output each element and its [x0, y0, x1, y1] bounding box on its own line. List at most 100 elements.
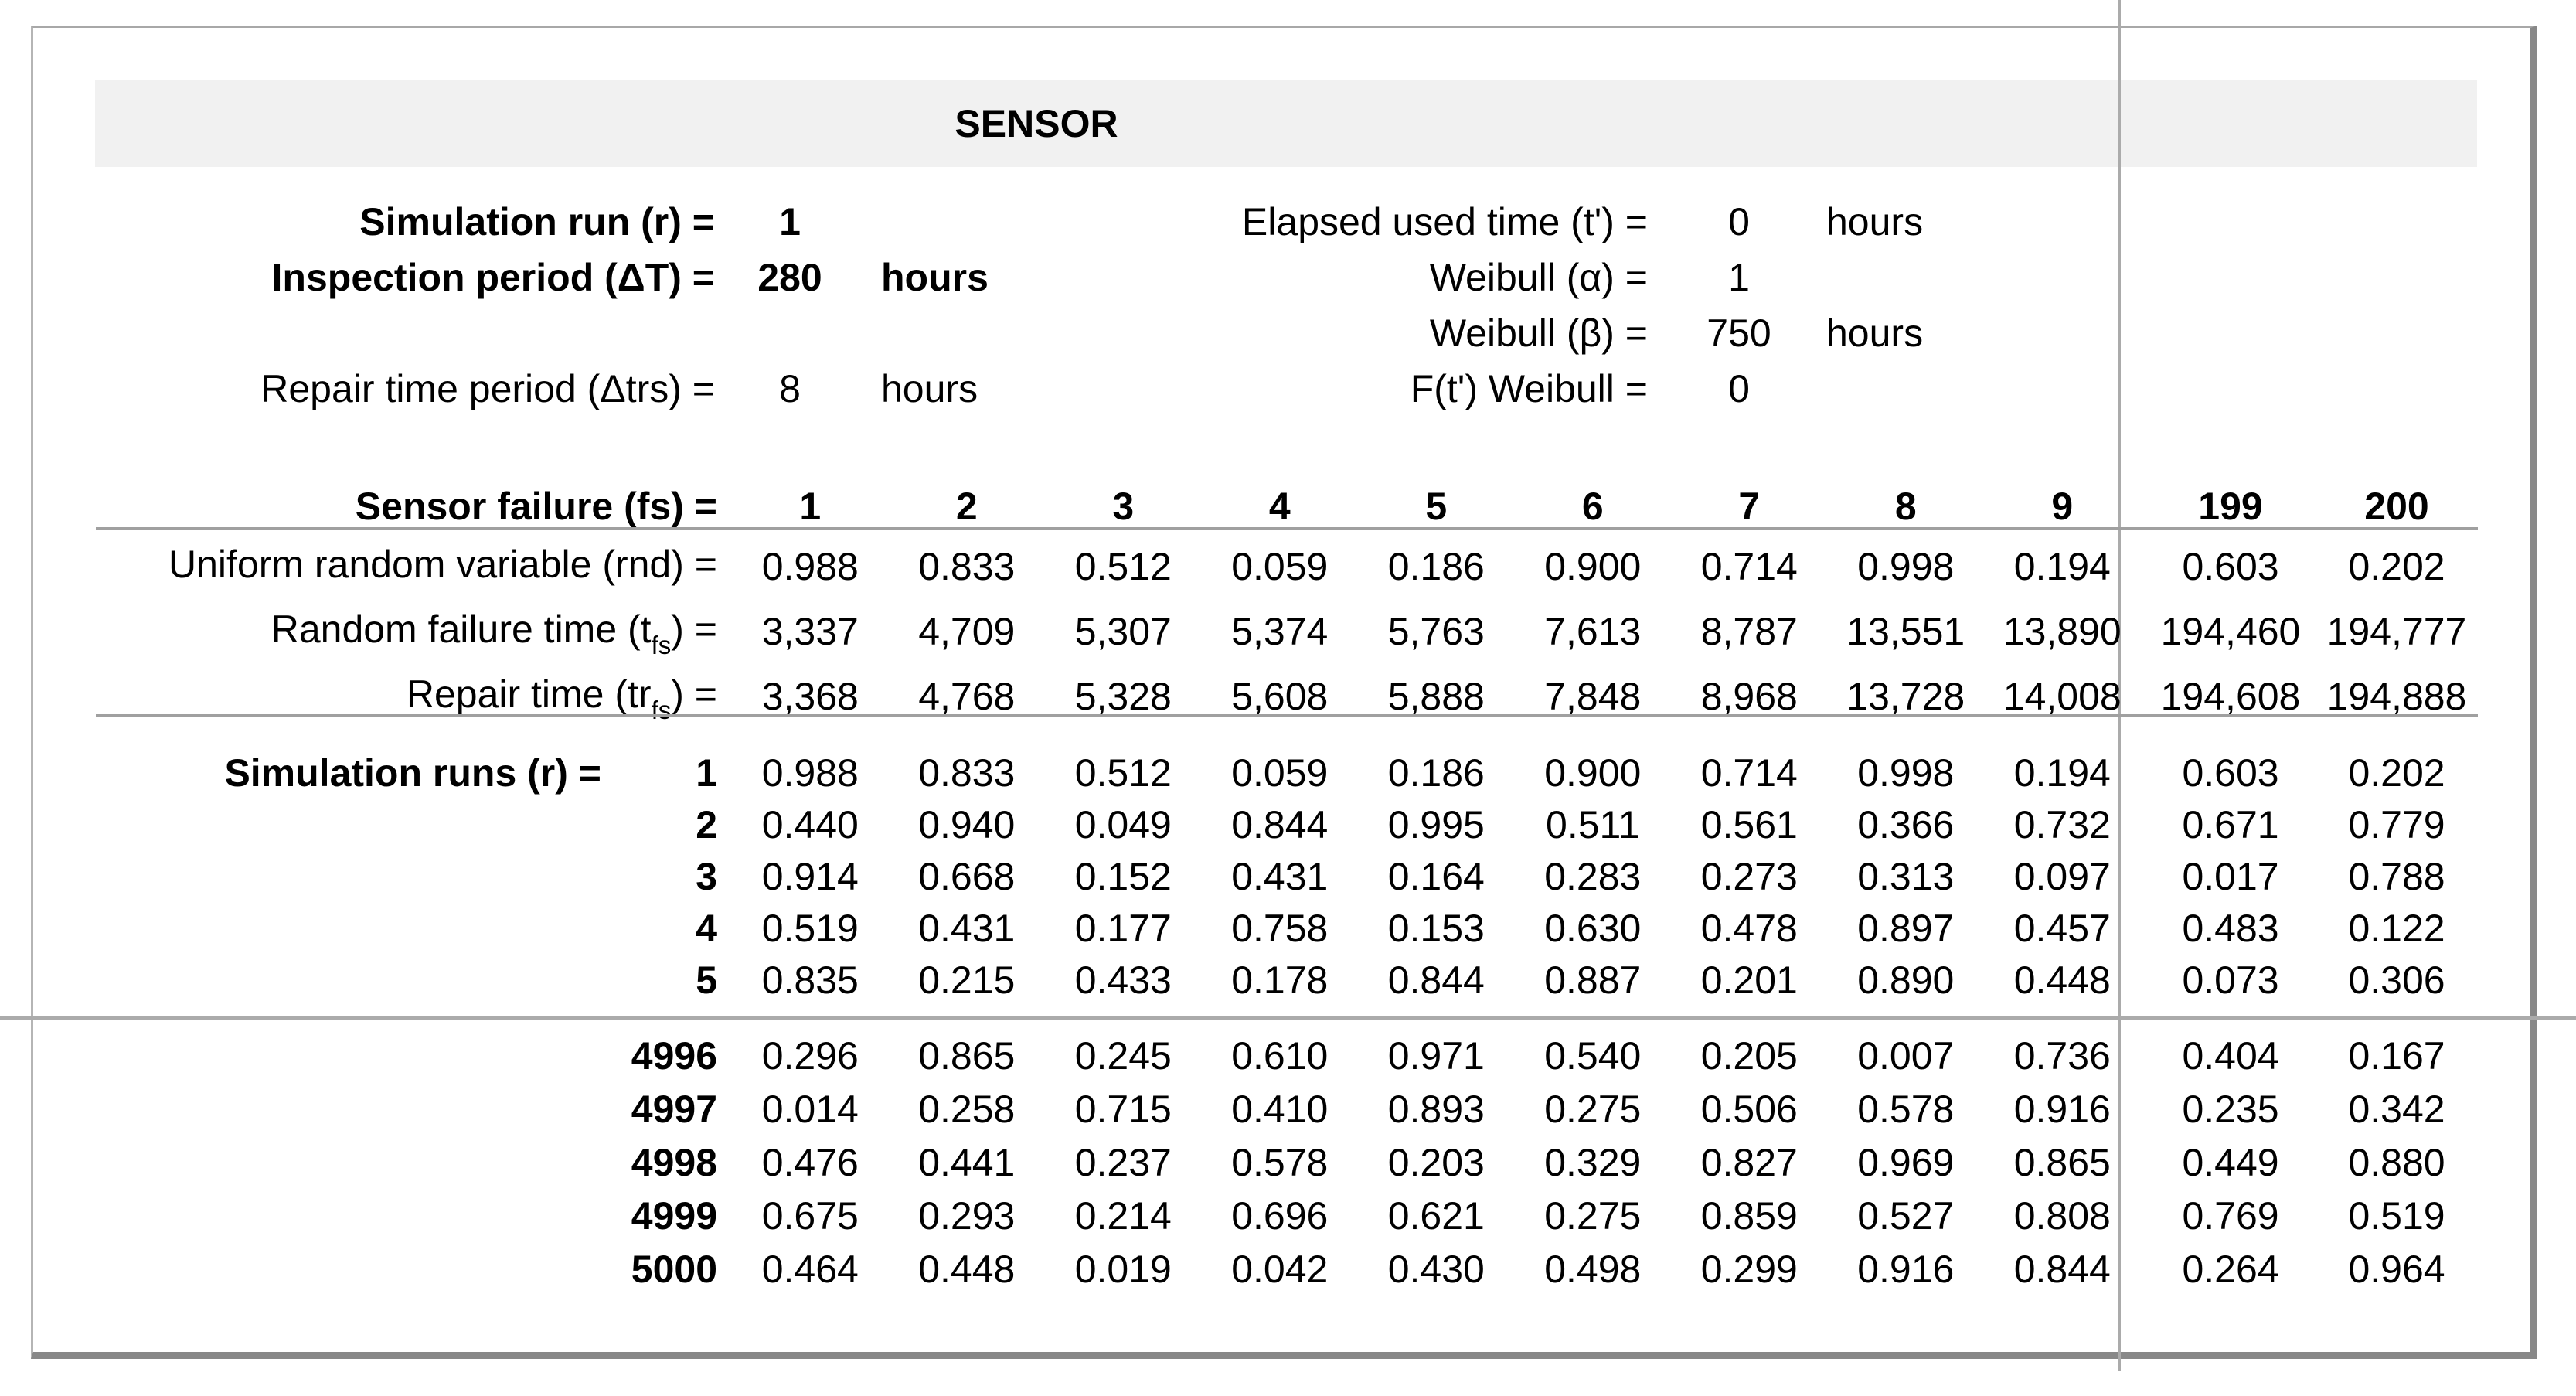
cell[interactable]: 0.457: [2013, 906, 2111, 950]
cell[interactable]: 0.007: [1857, 1033, 1955, 1078]
cell[interactable]: 0.900: [1544, 751, 1642, 795]
cell[interactable]: 0.205: [1700, 1033, 1798, 1078]
cell[interactable]: 194,460: [2160, 610, 2301, 653]
cell[interactable]: 0.299: [1700, 1247, 1798, 1291]
cell[interactable]: 0.440: [761, 802, 859, 846]
cell[interactable]: 0.273: [1700, 854, 1798, 898]
cell[interactable]: 0.498: [1544, 1247, 1642, 1291]
cell[interactable]: 5,608: [1231, 675, 1329, 718]
cell[interactable]: 0.540: [1544, 1033, 1642, 1078]
cell[interactable]: 0.893: [1387, 1087, 1485, 1131]
cell[interactable]: 0.833: [918, 751, 1016, 795]
cell[interactable]: 0.194: [2013, 751, 2111, 795]
cell[interactable]: 0.844: [1231, 802, 1329, 846]
cell[interactable]: 0.258: [918, 1087, 1016, 1131]
cell[interactable]: 0.833: [918, 545, 1016, 588]
cell[interactable]: 0.448: [2013, 958, 2111, 1002]
cell[interactable]: 0.014: [761, 1087, 859, 1131]
cell[interactable]: 0.235: [2182, 1087, 2279, 1131]
cell[interactable]: 0.164: [1387, 854, 1485, 898]
cell[interactable]: 0.186: [1387, 751, 1485, 795]
cell[interactable]: 0.844: [1387, 958, 1485, 1002]
cell[interactable]: 0.506: [1700, 1087, 1798, 1131]
cell[interactable]: 0.610: [1231, 1033, 1329, 1078]
cell[interactable]: 0.788: [2348, 854, 2445, 898]
cell[interactable]: 0.122: [2348, 906, 2445, 950]
cell[interactable]: 0.527: [1857, 1193, 1955, 1238]
cell[interactable]: 0.890: [1857, 958, 1955, 1002]
cell[interactable]: 0.603: [2182, 545, 2279, 588]
ft-weibull-value[interactable]: 0: [1728, 367, 1750, 410]
cell[interactable]: 13,890: [2003, 610, 2122, 653]
cell[interactable]: 0.696: [1231, 1193, 1329, 1238]
cell[interactable]: 0.897: [1857, 906, 1955, 950]
cell[interactable]: 0.998: [1857, 751, 1955, 795]
cell[interactable]: 0.988: [761, 545, 859, 588]
cell[interactable]: 0.519: [761, 906, 859, 950]
cell[interactable]: 0.296: [761, 1033, 859, 1078]
cell[interactable]: 0.483: [2182, 906, 2279, 950]
cell[interactable]: 0.186: [1387, 545, 1485, 588]
cell[interactable]: 0.313: [1857, 854, 1955, 898]
cell[interactable]: 0.835: [761, 958, 859, 1002]
cell[interactable]: 0.476: [761, 1140, 859, 1184]
cell[interactable]: 0.431: [1231, 854, 1329, 898]
cell[interactable]: 0.675: [761, 1193, 859, 1238]
cell[interactable]: 0.017: [2182, 854, 2279, 898]
cell[interactable]: 0.431: [918, 906, 1016, 950]
cell[interactable]: 0.215: [918, 958, 1016, 1002]
cell[interactable]: 0.201: [1700, 958, 1798, 1002]
cell[interactable]: 0.865: [2013, 1140, 2111, 1184]
cell[interactable]: 0.512: [1074, 751, 1172, 795]
cell[interactable]: 0.019: [1074, 1247, 1172, 1291]
cell[interactable]: 3,368: [761, 675, 859, 718]
cell[interactable]: 0.887: [1544, 958, 1642, 1002]
cell[interactable]: 0.342: [2348, 1087, 2445, 1131]
cell[interactable]: 0.859: [1700, 1193, 1798, 1238]
cell[interactable]: 0.668: [918, 854, 1016, 898]
cell[interactable]: 0.049: [1074, 802, 1172, 846]
cell[interactable]: 0.758: [1231, 906, 1329, 950]
cell[interactable]: 0.264: [2182, 1247, 2279, 1291]
simulation-run-value[interactable]: 1: [779, 200, 801, 243]
cell[interactable]: 0.769: [2182, 1193, 2279, 1238]
weibull-alpha-value[interactable]: 1: [1728, 256, 1750, 299]
cell[interactable]: 0.202: [2348, 545, 2445, 588]
cell[interactable]: 0.940: [918, 802, 1016, 846]
cell[interactable]: 0.714: [1700, 751, 1798, 795]
cell[interactable]: 0.177: [1074, 906, 1172, 950]
cell[interactable]: 0.714: [1700, 545, 1798, 588]
cell[interactable]: 0.865: [918, 1033, 1016, 1078]
cell[interactable]: 4,709: [918, 610, 1016, 653]
cell[interactable]: 0.900: [1544, 545, 1642, 588]
weibull-beta-value[interactable]: 750: [1707, 312, 1771, 355]
cell[interactable]: 0.603: [2182, 751, 2279, 795]
cell[interactable]: 0.779: [2348, 802, 2445, 846]
cell[interactable]: 194,608: [2160, 675, 2301, 718]
cell[interactable]: 0.621: [1387, 1193, 1485, 1238]
repair-time-period-value[interactable]: 8: [779, 367, 801, 410]
inspection-period-value[interactable]: 280: [757, 256, 822, 299]
cell[interactable]: 0.519: [2348, 1193, 2445, 1238]
cell[interactable]: 0.988: [761, 751, 859, 795]
elapsed-used-time-value[interactable]: 0: [1728, 200, 1750, 243]
cell[interactable]: 0.167: [2348, 1033, 2445, 1078]
cell[interactable]: 0.998: [1857, 545, 1955, 588]
cell[interactable]: 0.366: [1857, 802, 1955, 846]
cell[interactable]: 0.578: [1857, 1087, 1955, 1131]
cell[interactable]: 0.969: [1857, 1140, 1955, 1184]
cell[interactable]: 0.671: [2182, 802, 2279, 846]
cell[interactable]: 0.715: [1074, 1087, 1172, 1131]
cell[interactable]: 0.275: [1544, 1193, 1642, 1238]
cell[interactable]: 0.410: [1231, 1087, 1329, 1131]
cell[interactable]: 0.880: [2348, 1140, 2445, 1184]
cell[interactable]: 0.464: [761, 1247, 859, 1291]
cell[interactable]: 0.914: [761, 854, 859, 898]
cell[interactable]: 4,768: [918, 675, 1016, 718]
cell[interactable]: 5,888: [1387, 675, 1485, 718]
cell[interactable]: 0.433: [1074, 958, 1172, 1002]
cell[interactable]: 0.844: [2013, 1247, 2111, 1291]
cell[interactable]: 0.059: [1231, 751, 1329, 795]
cell[interactable]: 0.283: [1544, 854, 1642, 898]
cell[interactable]: 0.059: [1231, 545, 1329, 588]
